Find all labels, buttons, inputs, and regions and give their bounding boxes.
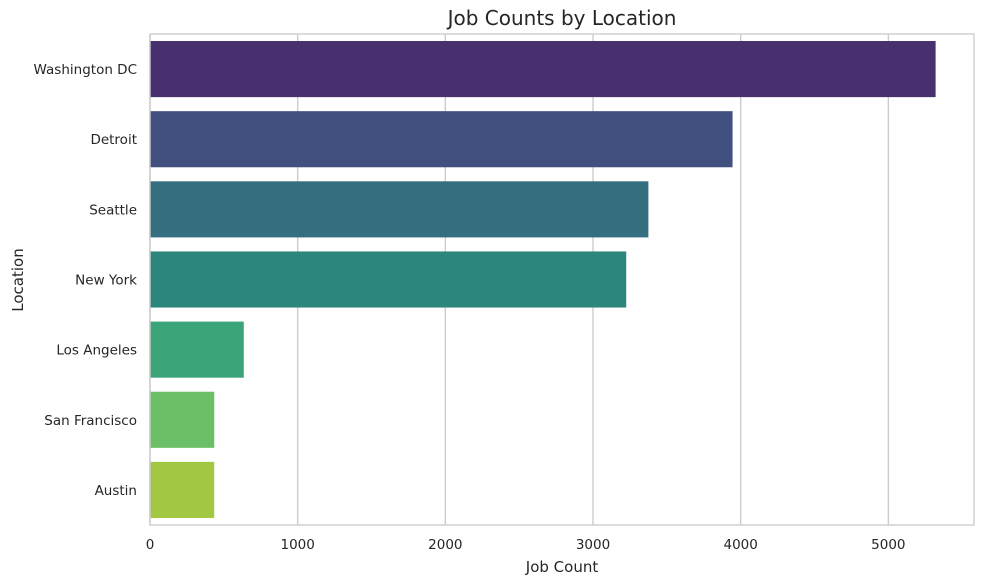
x-axis-label: Job Count: [525, 558, 599, 576]
y-tick-label: Detroit: [90, 132, 137, 148]
y-tick-labels: Washington DC Detroit Seattle New York Los A…: [34, 62, 138, 499]
x-tick-label: 5000: [871, 537, 905, 553]
bar: [150, 321, 244, 378]
bars: [150, 41, 936, 518]
bar: [150, 391, 215, 448]
x-tick-label: 2000: [428, 537, 462, 553]
bar: [150, 111, 733, 168]
x-tick-label: 0: [146, 537, 155, 553]
x-tick-label: 1000: [280, 537, 314, 553]
y-tick-label: New York: [75, 273, 137, 289]
y-axis-label: Location: [9, 248, 27, 311]
y-tick-label: Los Angeles: [56, 343, 137, 359]
y-tick-label: San Francisco: [44, 413, 137, 429]
x-tick-label: 3000: [576, 537, 610, 553]
bar: [150, 251, 627, 308]
x-tick-labels: 0 1000 2000 3000 4000 5000: [146, 537, 906, 553]
plot-frame: [149, 33, 975, 526]
y-tick-label: Austin: [95, 483, 137, 499]
y-tick-label: Seattle: [89, 202, 137, 218]
y-tick-label: Washington DC: [34, 62, 137, 78]
chart-title: Job Counts by Location: [446, 6, 677, 30]
bar: [150, 41, 936, 98]
x-tick-label: 4000: [724, 537, 758, 553]
bar: [150, 181, 649, 238]
bar: [150, 461, 215, 518]
